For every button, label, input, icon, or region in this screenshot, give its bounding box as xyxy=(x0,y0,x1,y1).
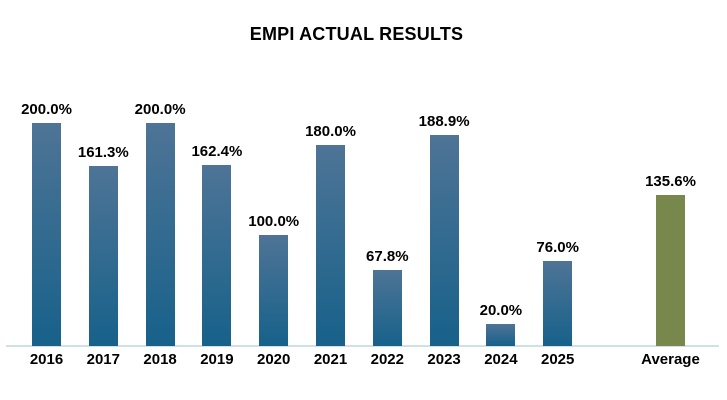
x-axis-label-2022: 2022 xyxy=(370,351,404,368)
value-label-2018: 200.0% xyxy=(134,101,186,118)
bar-2025 xyxy=(543,261,573,346)
value-label-2022: 67.8% xyxy=(366,248,409,266)
x-axis-label-2016: 2016 xyxy=(29,351,64,368)
bar-2024 xyxy=(486,323,516,346)
x-axis-label-2023: 2023 xyxy=(427,351,461,368)
x-axis-line xyxy=(6,345,719,347)
value-label-2016: 200.0% xyxy=(21,101,72,118)
value-label-2020: 100.0% xyxy=(248,212,300,230)
bar-2020 xyxy=(259,234,289,346)
value-label-average: 135.6% xyxy=(645,172,696,190)
bar-2019 xyxy=(202,164,232,346)
bar-2023 xyxy=(429,135,459,346)
x-axis-label-average: Average xyxy=(641,351,700,368)
bar-2016 xyxy=(32,123,61,346)
x-axis-label-2024: 2024 xyxy=(484,351,518,368)
value-label-2021: 180.0% xyxy=(305,123,356,141)
bar-2017 xyxy=(88,166,118,346)
bar-average xyxy=(656,194,685,346)
value-label-2025: 76.0% xyxy=(536,239,579,257)
x-axis-label-2019: 2019 xyxy=(200,351,234,368)
x-axis-label-2025: 2025 xyxy=(541,351,575,368)
x-axis-label-2021: 2021 xyxy=(313,351,348,368)
x-axis-label-2018: 2018 xyxy=(143,351,177,368)
bar-2022 xyxy=(372,270,402,346)
x-axis-label-2017: 2017 xyxy=(86,351,120,368)
chart-title: EMPI ACTUAL RESULTS xyxy=(249,24,464,44)
value-label-2024: 20.0% xyxy=(479,301,523,319)
x-axis-label-2020: 2020 xyxy=(257,351,291,368)
value-label-2023: 188.9% xyxy=(418,113,470,131)
bar-2018 xyxy=(145,123,175,346)
bar-2021 xyxy=(316,145,345,346)
value-label-2017: 161.3% xyxy=(77,144,129,162)
value-label-2019: 162.4% xyxy=(191,142,243,160)
